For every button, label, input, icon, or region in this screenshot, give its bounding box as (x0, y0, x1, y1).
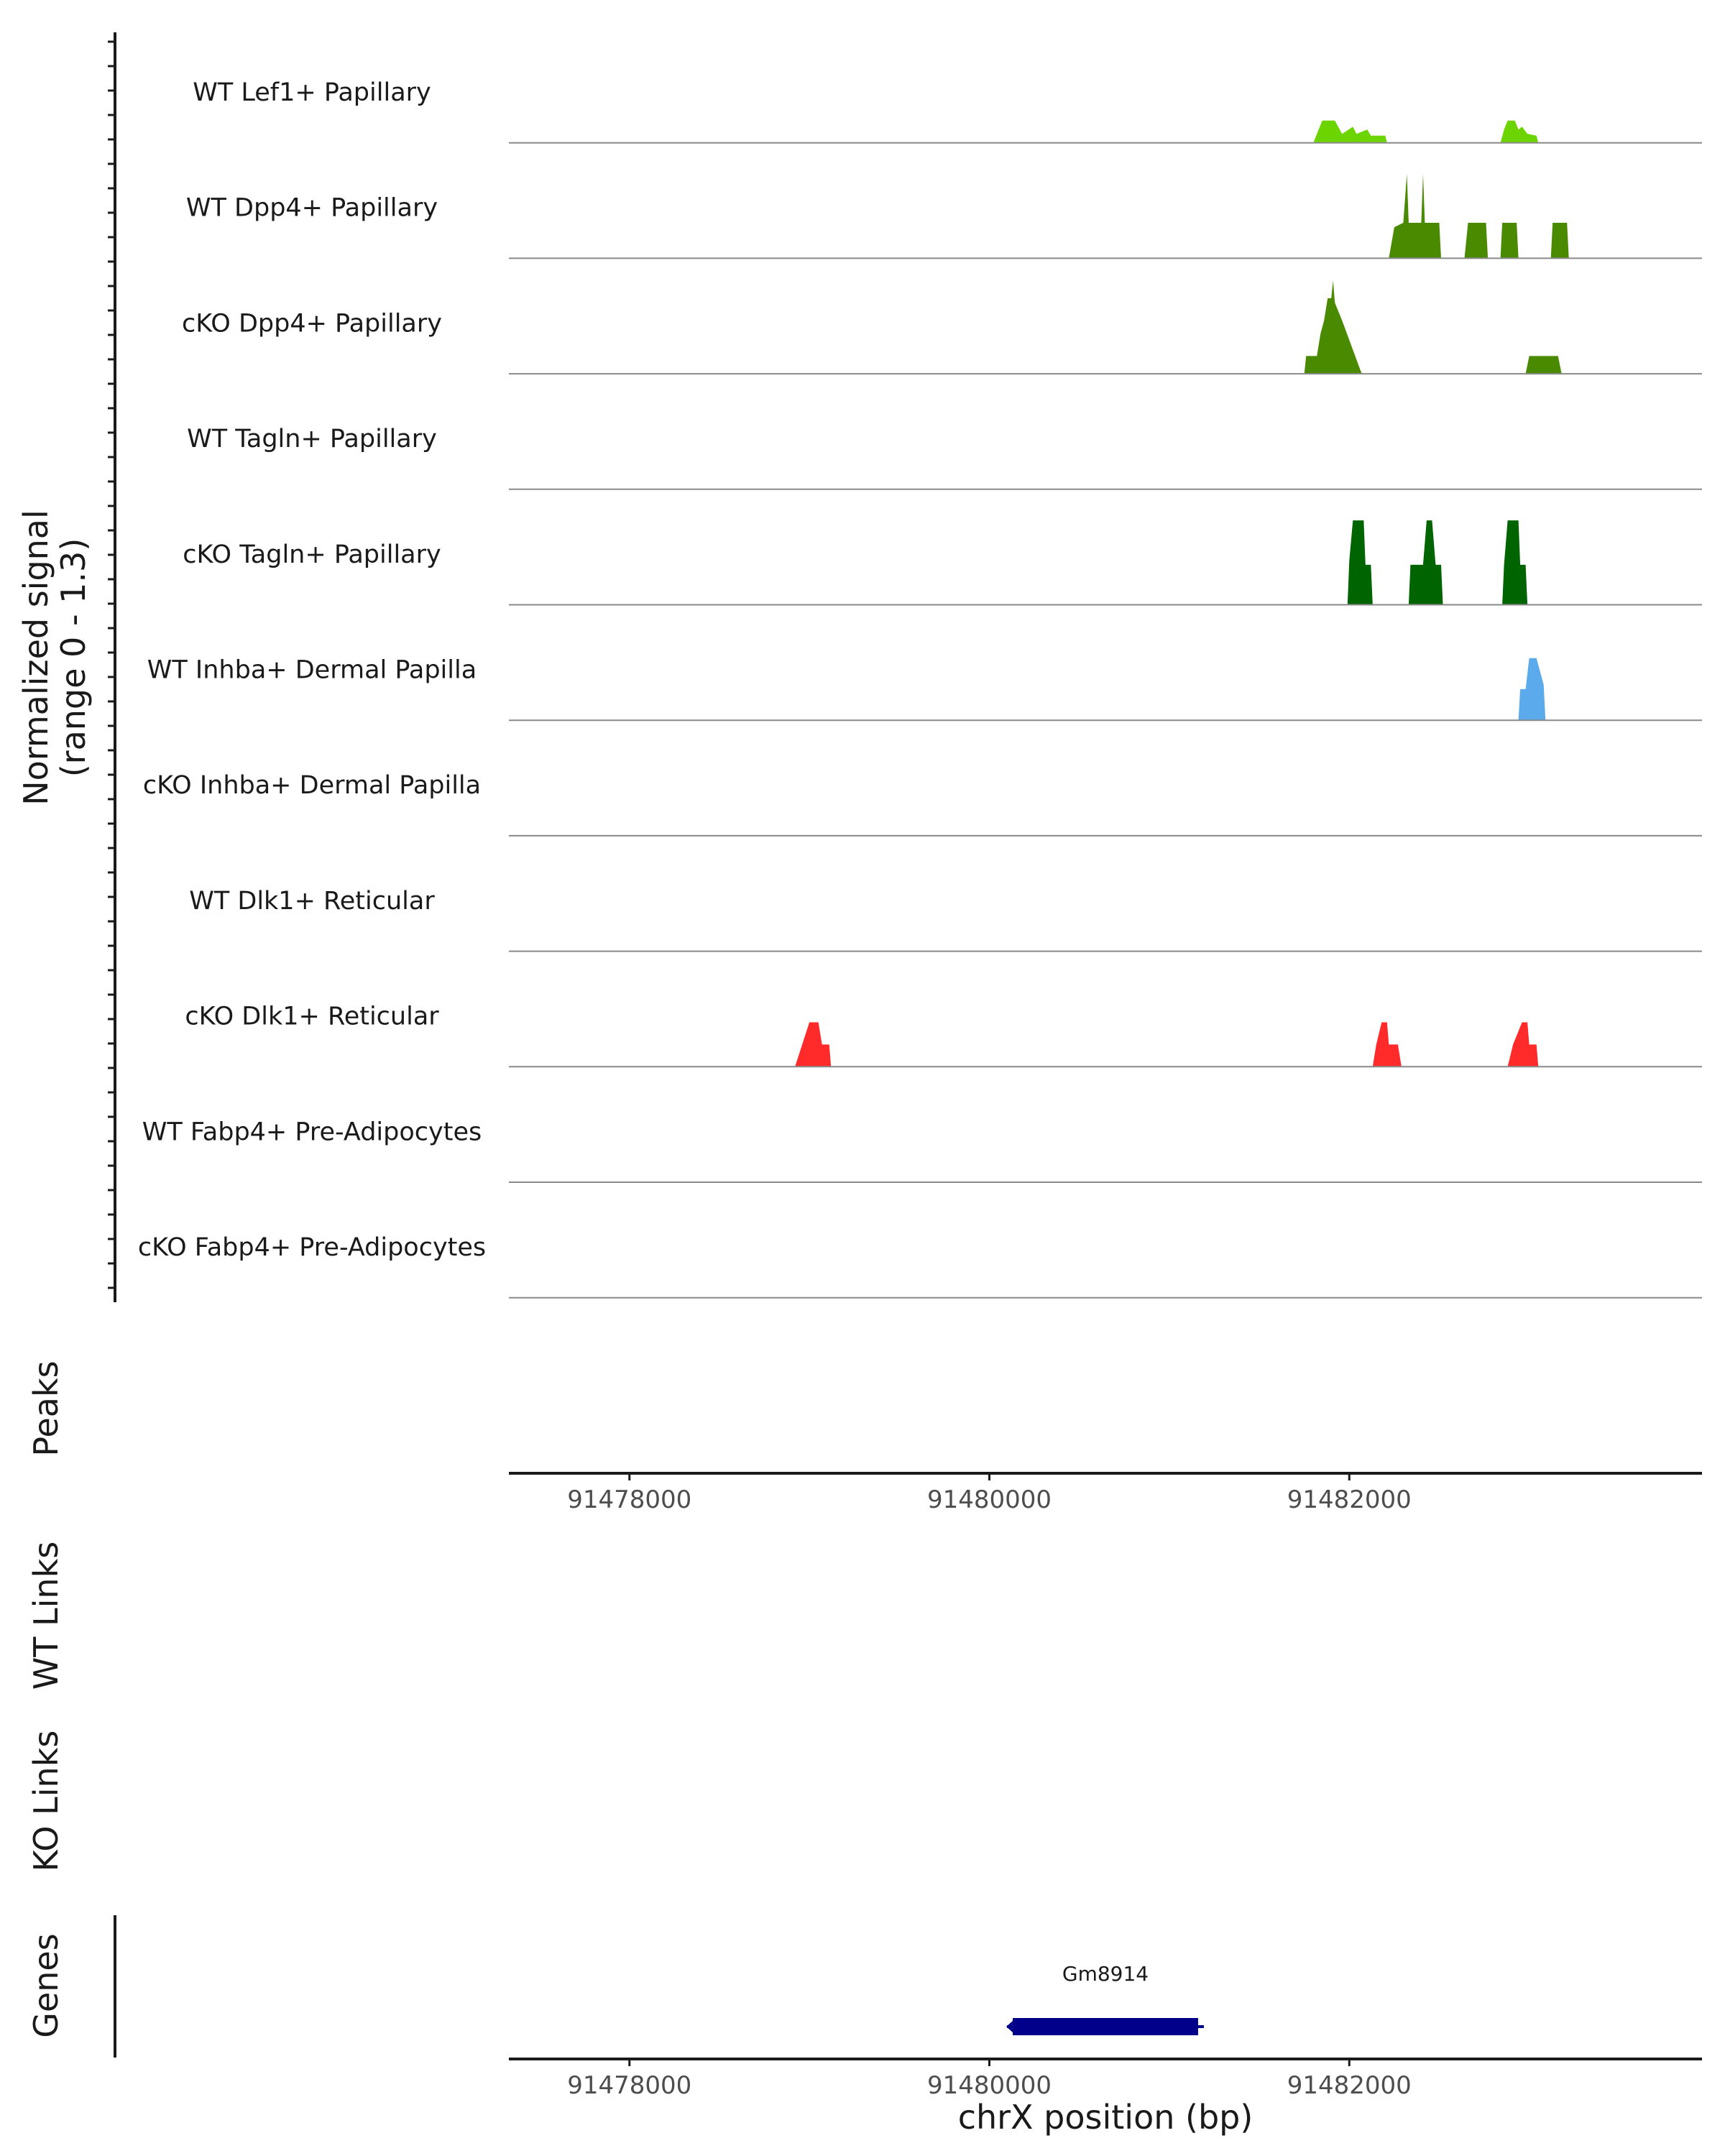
track-coverage-area (795, 1022, 1539, 1067)
track: WT Fabp4+ Pre-Adipocytes (142, 1118, 1702, 1183)
track-label: WT Lef1+ Papillary (193, 78, 431, 107)
y-axis-ticks (108, 40, 115, 1289)
x-tick-label: 91482000 (1287, 1485, 1412, 1514)
x-tick-label: 91478000 (567, 1485, 691, 1514)
y-axis-title: Normalized signal (range 0 - 1.3) (17, 510, 93, 806)
track-coverage-area (1518, 658, 1546, 721)
track-label: cKO Tagln+ Papillary (183, 540, 441, 569)
track: WT Dpp4+ Papillary (186, 174, 1702, 259)
track: WT Inhba+ Dermal Papilla (147, 656, 1702, 722)
track: WT Dlk1+ Reticular (189, 887, 1702, 952)
track-label: WT Inhba+ Dermal Papilla (147, 656, 477, 685)
y-axis-title-line1: Normalized signal (17, 510, 55, 806)
track-label: cKO Inhba+ Dermal Papilla (143, 771, 481, 800)
genes-x-ticks: 91478000 91480000 91482000 (567, 2059, 1412, 2100)
x-axis-title: chrX position (bp) (958, 2098, 1254, 2137)
peaks-panel: Peaks 91478000 91480000 91482000 (27, 1360, 1702, 1514)
genes-panel: Genes Gm8914 91478000 91480000 91482000 ch… (27, 1915, 1702, 2137)
peaks-x-ticks: 91478000 91480000 91482000 (567, 1473, 1412, 1514)
track-label: cKO Dpp4+ Papillary (182, 309, 442, 338)
track-coverage-area (1304, 280, 1562, 374)
genes-title: Genes (27, 1933, 65, 2037)
track-coverage-area (1347, 520, 1528, 605)
track-label: WT Fabp4+ Pre-Adipocytes (142, 1118, 482, 1146)
y-axis-title-line2: (range 0 - 1.3) (54, 538, 93, 778)
gene-strand-arrow (1006, 2019, 1017, 2035)
track-label: WT Tagln+ Papillary (187, 425, 437, 453)
x-tick-label: 91480000 (927, 1485, 1052, 1514)
x-tick-label: 91482000 (1287, 2071, 1412, 2100)
track-label: cKO Fabp4+ Pre-Adipocytes (138, 1233, 486, 1262)
gene-label: Gm8914 (1062, 1962, 1149, 1986)
gene-annotations: Gm8914 (1006, 1962, 1204, 2035)
track-label: cKO Dlk1+ Reticular (185, 1003, 439, 1031)
track: cKO Inhba+ Dermal Papilla (143, 771, 1702, 837)
x-tick-label: 91480000 (927, 2071, 1052, 2100)
track-coverage-area (1389, 174, 1569, 259)
track-label: WT Dpp4+ Papillary (186, 194, 438, 223)
peaks-title: Peaks (27, 1360, 65, 1456)
coverage-tracks: WT Lef1+ Papillary WT Dpp4+ Papillary cKO … (138, 78, 1702, 1299)
track-label: WT Dlk1+ Reticular (189, 887, 435, 916)
track: cKO Fabp4+ Pre-Adipocytes (138, 1233, 1702, 1299)
x-tick-label: 91478000 (567, 2071, 691, 2100)
track: WT Tagln+ Papillary (187, 425, 1702, 490)
track-coverage-area (1313, 120, 1539, 143)
gene: Gm8914 (1006, 1962, 1204, 2035)
track: cKO Tagln+ Papillary (183, 520, 1702, 606)
track: cKO Dlk1+ Reticular (185, 1003, 1702, 1068)
wt-links-title: WT Links (27, 1542, 65, 1690)
track: WT Lef1+ Papillary (193, 78, 1702, 144)
track: cKO Dpp4+ Papillary (182, 280, 1702, 375)
ko-links-title: KO Links (27, 1731, 65, 1872)
